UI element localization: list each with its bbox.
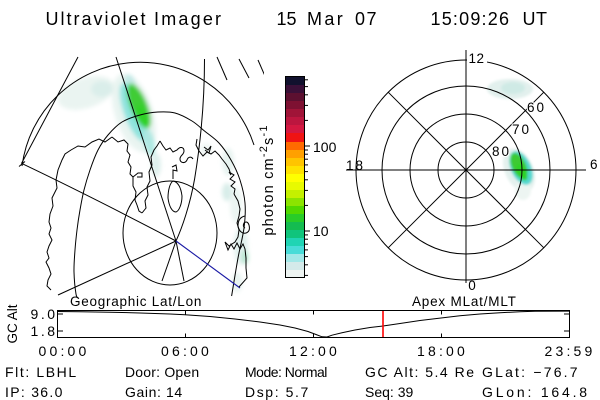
svg-text:9.0: 9.0 <box>31 306 58 322</box>
svg-text:Door: Open: Door: Open <box>125 364 199 380</box>
svg-text:15: 15 <box>277 9 297 29</box>
svg-text:23:59: 23:59 <box>544 343 595 359</box>
svg-text:18: 18 <box>346 158 365 173</box>
svg-text:60: 60 <box>527 100 546 115</box>
svg-text:GC Alt: GC Alt <box>5 304 20 343</box>
svg-text:12: 12 <box>469 51 485 66</box>
svg-text:100: 100 <box>313 139 337 155</box>
svg-text:80: 80 <box>492 144 511 159</box>
svg-text:Gain: 14: Gain: 14 <box>125 384 183 400</box>
svg-text:GLon: 164.8: GLon: 164.8 <box>482 384 590 400</box>
svg-text:Ultraviolet: Ultraviolet <box>46 9 148 29</box>
svg-text:GC Alt: 5.4 Re: GC Alt: 5.4 Re <box>365 364 475 380</box>
svg-text:07: 07 <box>355 9 378 29</box>
svg-text:Dsp: 5.7: Dsp: 5.7 <box>245 384 310 400</box>
svg-text:photon cm-2s-1: photon cm-2s-1 <box>258 124 277 235</box>
svg-text:15:09:26: 15:09:26 <box>431 9 511 29</box>
svg-text:Geographic Lat/Lon: Geographic Lat/Lon <box>70 294 202 309</box>
svg-text:18:00: 18:00 <box>417 343 468 359</box>
svg-text:06:00: 06:00 <box>161 343 212 359</box>
svg-text:Mar: Mar <box>307 9 345 29</box>
svg-text:00:00: 00:00 <box>38 343 89 359</box>
svg-text:Seq: 39: Seq: 39 <box>365 384 413 400</box>
svg-text:1.8: 1.8 <box>31 323 58 339</box>
svg-text:GLat: −76.7: GLat: −76.7 <box>482 364 580 380</box>
svg-text:IP: 36.0: IP: 36.0 <box>5 384 64 400</box>
svg-text:Mode: Normal: Mode: Normal <box>245 364 327 380</box>
svg-text:Apex MLat/MLT: Apex MLat/MLT <box>412 294 517 309</box>
svg-text:Imager: Imager <box>154 9 223 29</box>
svg-text:10: 10 <box>313 223 329 239</box>
svg-text:12:00: 12:00 <box>289 343 340 359</box>
svg-text:0: 0 <box>468 278 476 293</box>
svg-text:Flt: LBHL: Flt: LBHL <box>5 364 78 380</box>
svg-text:6: 6 <box>590 157 598 172</box>
svg-text:UT: UT <box>523 9 548 29</box>
svg-text:70: 70 <box>512 122 531 137</box>
